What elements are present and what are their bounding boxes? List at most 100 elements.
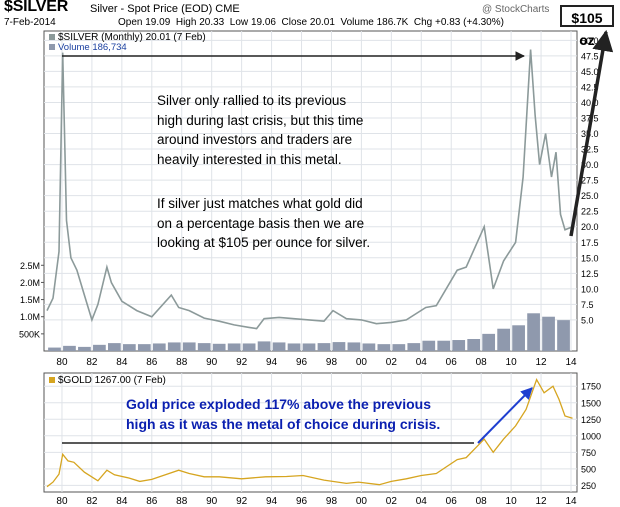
- gold-x-tick: 90: [206, 496, 218, 507]
- silver-x-tick: 06: [446, 357, 458, 368]
- price-target-badge: $105 oz: [560, 5, 614, 48]
- gold-annotation: Gold price exploded 117% above the previ…: [126, 394, 440, 434]
- volume-bar: [93, 344, 106, 351]
- silver-y-tick: 20.0: [581, 222, 599, 232]
- volume-bar: [167, 342, 181, 351]
- gold-x-tick: 94: [266, 496, 278, 507]
- volume-y-tick: 500K: [19, 329, 40, 339]
- gold-grid: [44, 373, 577, 492]
- gold-y-tick: 1250: [581, 415, 601, 425]
- volume-bar: [362, 343, 376, 351]
- silver-x-tick: 08: [476, 357, 488, 368]
- chg-value: +0.83 (+4.30%): [435, 17, 504, 28]
- volume-bar: [152, 343, 166, 351]
- high-label: High: [175, 17, 197, 28]
- silver-x-tick: 04: [416, 357, 428, 368]
- silver-volume-bars: [48, 313, 570, 351]
- gold-x-tick: 10: [506, 496, 518, 507]
- gold-x-tick: 82: [86, 496, 98, 507]
- volume-bar: [422, 340, 436, 351]
- quote-date: 7-Feb-2014: [4, 17, 56, 28]
- silver-y-tick: 7.5: [581, 300, 594, 310]
- gold-x-tick: 84: [116, 496, 128, 507]
- gold-x-tick: 98: [326, 496, 338, 507]
- silver-y-tick: 22.5: [581, 207, 599, 217]
- silver-annotation-1: Silver only rallied to its previous high…: [157, 91, 363, 169]
- silver-x-tick: 86: [146, 357, 158, 368]
- low-label: Low: [229, 17, 249, 28]
- volume-bar: [332, 342, 346, 351]
- gold-y-axis: 250 500 750 1000 1250 1500 1750: [581, 382, 601, 491]
- silver-y-tick: 50.0: [581, 36, 599, 46]
- volume-bar: [527, 313, 540, 351]
- open-label: Open: [118, 17, 143, 28]
- silver-x-axis: 80 82 84 86 88 90 92 94 96 98 00 02 04 06 08 10 12 14: [56, 357, 577, 368]
- volume-bar: [317, 343, 331, 351]
- high-value: 20.33: [199, 17, 225, 28]
- annotation-line: Gold price exploded 117% above the previ…: [126, 396, 431, 412]
- silver-y-tick: 5.0: [581, 315, 594, 325]
- silver-price-line: [46, 49, 573, 330]
- chart-header: $SILVER Silver - Spot Price (EOD) CME 7-…: [0, 0, 620, 48]
- gold-x-tick: 06: [446, 496, 458, 507]
- silver-y-tick: 45.0: [581, 67, 599, 77]
- gold-x-tick: 14: [565, 496, 577, 507]
- annotation-line: If silver just matches what gold did: [157, 196, 363, 211]
- volume-bar: [257, 341, 271, 351]
- volume-bar: [212, 343, 226, 351]
- annotation-line: Silver only rallied to its previous: [157, 93, 347, 108]
- volume-bar: [392, 344, 406, 351]
- volume-bar: [227, 343, 241, 351]
- silver-x-tick: 84: [116, 357, 128, 368]
- annotation-line: heavily interested in this metal.: [157, 151, 342, 167]
- volume-bar: [182, 342, 196, 351]
- silver-x-tick: 94: [266, 357, 278, 368]
- silver-x-tick: 12: [536, 357, 548, 368]
- gold-breakout-arrow: [477, 387, 533, 444]
- gold-legend-title: $GOLD 1267.00 (7 Feb): [58, 375, 166, 386]
- silver-x-tick: 00: [356, 357, 368, 368]
- silver-x-tick: 80: [56, 357, 68, 368]
- volume-bar: [122, 344, 136, 351]
- annotation-line: looking at $105 per ounce for silver.: [157, 235, 371, 250]
- volume-bar: [48, 347, 61, 351]
- close-label: Close: [281, 17, 308, 28]
- silver-annotation-2: If silver just matches what gold did on …: [157, 194, 370, 253]
- silver-x-tick: 10: [506, 357, 518, 368]
- volume-legend-label: Volume 186,734: [58, 42, 127, 53]
- silver-x-tick: 98: [326, 357, 338, 368]
- open-value: 19.09: [145, 17, 171, 28]
- silver-legend-title: $SILVER (Monthly) 20.01 (7 Feb): [58, 32, 206, 43]
- annotation-line: on a percentage basis then we are: [157, 215, 365, 231]
- stockcharts-logo: @ StockCharts: [482, 4, 550, 15]
- low-value: 19.06: [250, 17, 276, 28]
- volume-y-tick: 2.0M: [20, 278, 40, 288]
- silver-x-tick: 92: [236, 357, 248, 368]
- gold-x-axis: 80 82 84 86 88 90 92 94 96 98 00 02 04 06 08 10 12 14: [56, 496, 577, 507]
- silver-x-tick: 90: [206, 357, 218, 368]
- chg-label: Chg: [413, 17, 433, 28]
- ohlc-summary: Open 19.09 High 20.33 Low 19.06 Close 20…: [118, 17, 504, 28]
- volume-label: Volume: [340, 17, 374, 28]
- silver-x-tick: 14: [565, 357, 577, 368]
- volume-bar: [287, 343, 301, 351]
- volume-y-tick: 1.5M: [20, 295, 40, 305]
- gold-legend-swatch: [49, 377, 55, 383]
- volume-y-axis: 500K 1.0M 1.5M 2.0M 2.5M: [19, 261, 44, 339]
- gold-x-tick: 02: [386, 496, 398, 507]
- gold-x-tick: 96: [296, 496, 308, 507]
- silver-y-tick: 27.5: [581, 176, 599, 186]
- annotation-line: high as it was the metal of choice durin…: [126, 416, 441, 432]
- silver-y-tick: 12.5: [581, 269, 599, 279]
- gold-y-tick: 1750: [581, 382, 601, 392]
- volume-bar: [137, 344, 151, 351]
- silver-y-tick: 32.5: [581, 145, 599, 155]
- gold-x-tick: 00: [356, 496, 368, 507]
- volume-bar: [452, 340, 466, 351]
- silver-legend-swatch: [49, 34, 55, 40]
- volume-bar: [437, 340, 451, 351]
- silver-y-tick: 15.0: [581, 253, 599, 263]
- volume-bar: [542, 316, 555, 351]
- volume-bar: [272, 342, 286, 351]
